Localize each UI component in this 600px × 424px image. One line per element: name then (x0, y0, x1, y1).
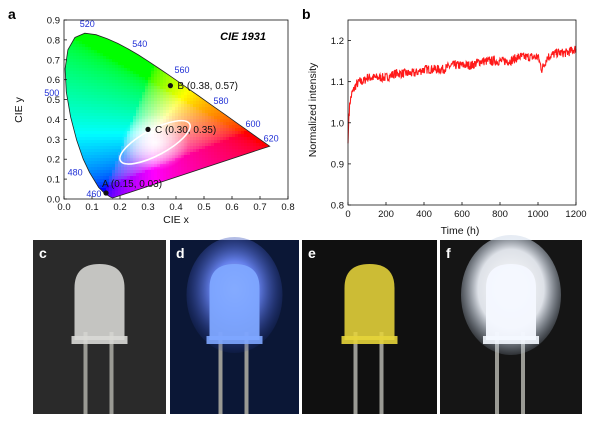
led-photo-e: e (302, 240, 437, 414)
led-rim (206, 336, 263, 344)
cie-y-tick-label: 0.8 (47, 35, 60, 46)
spectral-locus (64, 32, 271, 199)
cie-y-tick-label: 0.9 (47, 16, 60, 27)
led-lead (353, 332, 358, 414)
cie-x-tick-label: 0.0 (57, 202, 70, 213)
led-photos: c d e f (33, 235, 582, 414)
led-lead (83, 332, 88, 414)
cie-y-ticks: 0.0 0.1 0.2 0.3 0.4 0.5 0.6 0.7 0.8 0.9 (47, 16, 67, 206)
cie-point (103, 190, 109, 196)
intensity-y-tick-label: 1.0 (331, 118, 344, 129)
panel-label-b: b (302, 6, 311, 22)
cie-y-tick-label: 0.1 (47, 175, 60, 186)
cie-x-tick-label: 0.8 (281, 202, 294, 213)
led-lens (344, 264, 395, 340)
cie-x-tick-label: 0.7 (253, 202, 266, 213)
intensity-x-tick-label: 600 (454, 209, 470, 220)
led-lead (244, 332, 249, 414)
cie-y-tick-label: 0.5 (47, 95, 60, 106)
panel-label-c: c (39, 245, 47, 261)
intensity-x-tick-label: 0 (345, 209, 350, 220)
intensity-x-tick-label: 200 (378, 209, 394, 220)
led-rim (341, 336, 398, 344)
cie-title: CIE 1931 (220, 31, 266, 43)
wavelength-label: 560 (174, 65, 189, 75)
cie-x-tick-label: 0.6 (225, 202, 238, 213)
cie-x-tick-label: 0.5 (197, 202, 210, 213)
wavelength-label: 620 (264, 134, 279, 144)
led-lead (521, 332, 525, 414)
panel-label-f: f (446, 245, 451, 261)
cie-point (145, 126, 151, 132)
panel-label-d: d (176, 245, 185, 261)
wavelength-label: 460 (86, 189, 101, 199)
cie-x-tick-label: 0.3 (141, 202, 154, 213)
led-lead (495, 332, 499, 414)
cie-y-axis-label: CIE y (13, 96, 25, 122)
intensity-plot-frame (347, 19, 577, 206)
intensity-y-tick-label: 0.8 (331, 201, 344, 212)
wavelength-label: 500 (44, 88, 59, 98)
led-lens (74, 264, 125, 340)
wavelength-label: 540 (132, 39, 147, 49)
panel-label-e: e (308, 245, 316, 261)
led-lens (209, 264, 260, 340)
intensity-y-tick-label: 0.9 (331, 159, 344, 170)
panel-label-a: a (8, 6, 16, 22)
cie-y-tick-label: 0.0 (47, 195, 60, 206)
intensity-y-axis-label: Normalized intensity (307, 62, 319, 157)
led-lead (218, 332, 223, 414)
intensity-x-ticks: 0 200 400 600 800 1000 1200 (345, 202, 587, 220)
intensity-y-ticks: 0.8 0.9 1.0 1.1 1.2 (331, 36, 351, 212)
intensity-x-tick-label: 800 (492, 209, 508, 220)
intensity-x-tick-label: 1200 (565, 209, 586, 220)
cie-x-tick-label: 0.1 (85, 202, 98, 213)
wavelength-label: 600 (246, 119, 261, 129)
cie-y-tick-label: 0.7 (47, 55, 60, 66)
intensity-line (347, 45, 577, 144)
wavelength-label: 520 (80, 19, 95, 29)
cie-point-label: B (0.38, 0.57) (177, 81, 238, 92)
intensity-x-tick-label: 1000 (527, 209, 548, 220)
wavelength-label: 480 (68, 168, 83, 178)
led-lens (486, 264, 536, 340)
cie-y-tick-label: 0.6 (47, 75, 60, 86)
intensity-chart: 0 200 400 600 800 1000 1200 0.8 0.9 1.0 1.1 1.2 Ti… (307, 19, 587, 237)
cie-point-label: C (0.30, 0.35) (155, 125, 216, 136)
led-rim (483, 336, 539, 344)
intensity-y-tick-label: 1.1 (331, 77, 344, 88)
cie-y-tick-label: 0.3 (47, 135, 60, 146)
cie-x-tick-label: 0.2 (113, 202, 126, 213)
cie-y-tick-label: 0.2 (47, 155, 60, 166)
cie-x-tick-label: 0.4 (169, 202, 182, 213)
cie-point (167, 83, 173, 89)
cie-point-label: A (0.15, 0.03) (102, 179, 162, 190)
intensity-y-tick-label: 1.2 (331, 36, 344, 47)
intensity-x-axis-label: Time (h) (441, 225, 480, 237)
cie-y-tick-label: 0.4 (47, 115, 60, 126)
intensity-series (347, 45, 577, 144)
cie-points: A (0.15, 0.03) B (0.38, 0.57) C (0.30, 0.3… (102, 81, 238, 196)
cie-x-ticks: 0.0 0.1 0.2 0.3 0.4 0.5 0.6 0.7 0.8 (57, 196, 295, 213)
led-lead (379, 332, 384, 414)
cie-x-axis-label: CIE x (163, 214, 189, 226)
cie-color-fill (65, 33, 270, 199)
led-rim (71, 336, 128, 344)
led-photo-f: f (440, 235, 582, 414)
wavelength-label: 580 (214, 96, 229, 106)
led-photo-c: c (33, 240, 166, 414)
intensity-x-tick-label: 400 (416, 209, 432, 220)
led-photo-d: d (170, 237, 299, 414)
led-lead (109, 332, 114, 414)
